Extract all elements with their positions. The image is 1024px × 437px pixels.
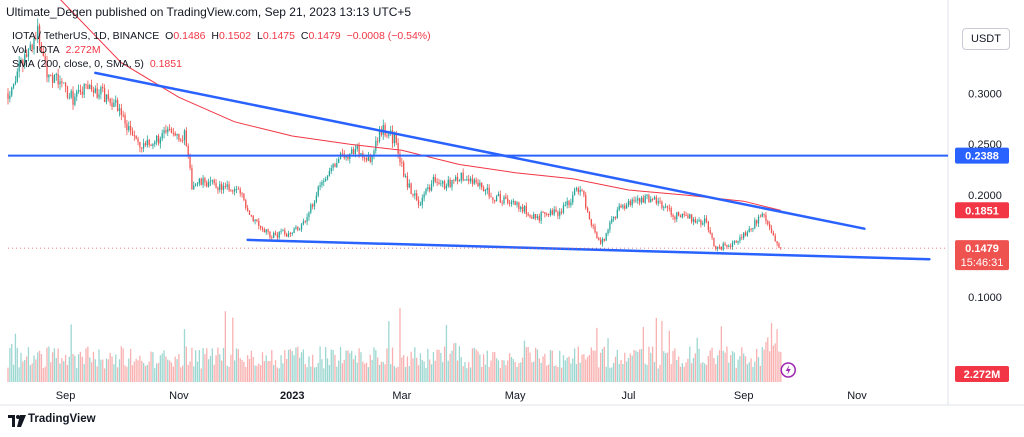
volume-value: 2.272M xyxy=(65,44,101,56)
candles xyxy=(7,18,782,252)
ohlc-high: H0.1502 xyxy=(211,30,252,42)
x-tick-label: Sep xyxy=(56,390,76,402)
tradingview-logo-icon xyxy=(8,415,26,427)
y-tick-label: 0.2000 xyxy=(968,190,1002,202)
symbol-title: IOTA / TetherUS, 1D, BINANCE xyxy=(12,30,160,42)
ohlc-change: −0.0008 (−0.54%) xyxy=(346,30,431,42)
x-tick-label: May xyxy=(505,390,526,402)
trendline-upper xyxy=(94,71,866,230)
y-tick-label: 0.1000 xyxy=(968,292,1002,304)
trendline-lower xyxy=(246,238,931,261)
sma-value: 0.1851 xyxy=(149,58,182,70)
x-tick-label: 2023 xyxy=(280,390,304,402)
volume-bars xyxy=(7,308,782,382)
x-tick-label: Mar xyxy=(392,390,411,402)
ohlc-open: O0.1486 xyxy=(165,30,206,42)
x-tick-label: Sep xyxy=(734,390,754,402)
level-price-tag-bg xyxy=(955,147,1009,164)
last-price-tag-bg xyxy=(955,240,1009,271)
x-tick-label: Nov xyxy=(169,390,189,402)
sma-price-tag: 0.1851 xyxy=(965,205,999,217)
publish-info: Ultimate_Degen published on TradingView.… xyxy=(6,5,412,19)
x-tick-label: Jul xyxy=(621,390,635,402)
level-price-tag: 0.2388 xyxy=(965,151,999,163)
lightning-icon xyxy=(785,365,791,375)
volume-legend[interactable]: Vol · IOTA 2.272M xyxy=(12,44,104,56)
sma-legend[interactable]: SMA (200, close, 0, SMA, 5) 0.1851 xyxy=(12,58,185,70)
sma-price-tag-bg xyxy=(955,202,1009,219)
currency-button[interactable]: USDT xyxy=(962,28,1010,50)
tradingview-brand: TradingView xyxy=(28,413,96,425)
countdown-tag: 15:46:31 xyxy=(961,257,1004,269)
ohlc-close: C0.1479 xyxy=(300,30,341,42)
y-tick-label: 0.3000 xyxy=(968,88,1002,100)
volume-label: Vol · IOTA xyxy=(12,44,60,56)
sma-200-line xyxy=(60,0,781,211)
x-tick-label: Nov xyxy=(847,390,867,402)
symbol-legend[interactable]: IOTA / TetherUS, 1D, BINANCE O0.1486 H0.… xyxy=(12,30,434,42)
volume-tag: 2.272M xyxy=(964,369,1001,381)
sma-label: SMA (200, close, 0, SMA, 5) xyxy=(12,58,144,70)
last-price-tag: 0.1479 xyxy=(965,243,999,255)
volume-tag-bg xyxy=(955,366,1009,382)
ohlc-low: L0.1475 xyxy=(257,30,295,42)
